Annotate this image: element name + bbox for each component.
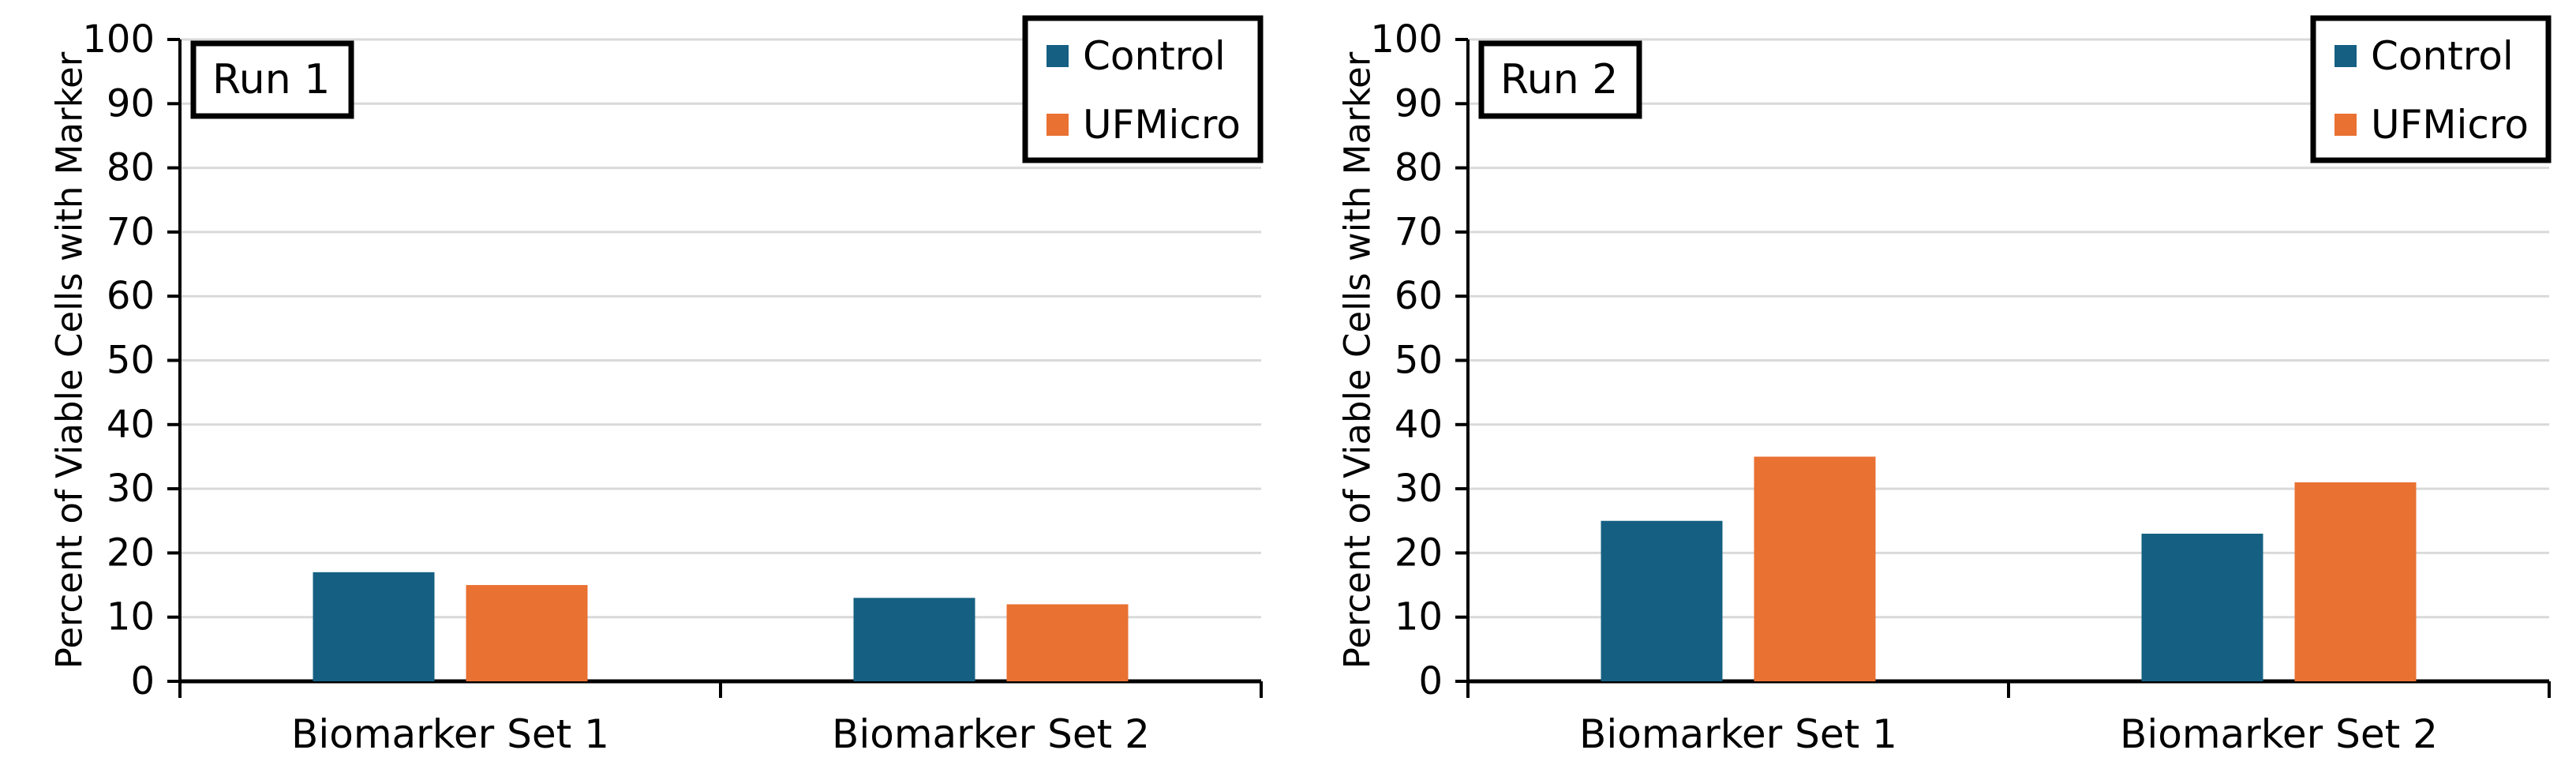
y-tick-label-80: 80	[107, 146, 155, 190]
panel-label: Run 2	[1500, 56, 1618, 103]
legend-swatch-ufmicro	[2334, 114, 2357, 136]
bar-control-biomarker-set-1	[1601, 520, 1723, 681]
y-tick-label-0: 0	[1418, 659, 1443, 703]
legend-swatch-ufmicro	[1046, 114, 1069, 136]
category-label-biomarker-set-1: Biomarker Set 1	[291, 711, 609, 757]
y-axis-title: Percent of Viable Cells with Marker	[1337, 51, 1379, 669]
y-tick-label-60: 60	[1395, 274, 1443, 318]
y-tick-label-90: 90	[107, 81, 155, 126]
category-label-biomarker-set-2: Biomarker Set 2	[832, 711, 1150, 757]
legend-label-control: Control	[1083, 33, 1226, 79]
bar-ufmicro-biomarker-set-1	[466, 585, 588, 681]
y-tick-label-0: 0	[130, 659, 155, 703]
legend-label-control: Control	[2371, 33, 2514, 79]
legend-box	[2310, 15, 2552, 163]
y-tick-label-50: 50	[107, 339, 155, 383]
y-tick-label-60: 60	[107, 274, 155, 318]
y-tick-label-70: 70	[1395, 210, 1443, 254]
category-label-biomarker-set-1: Biomarker Set 1	[1579, 711, 1897, 757]
y-tick-label-50: 50	[1395, 339, 1443, 383]
y-tick-label-10: 10	[1395, 595, 1443, 639]
category-label-biomarker-set-2: Biomarker Set 2	[2120, 711, 2438, 757]
panel-label-box	[190, 40, 354, 119]
y-tick-label-20: 20	[1395, 531, 1443, 575]
y-tick-label-20: 20	[107, 531, 155, 575]
y-tick-label-40: 40	[1395, 403, 1443, 447]
y-tick-label-10: 10	[107, 595, 155, 639]
bar-ufmicro-biomarker-set-1	[1754, 456, 1876, 681]
bar-ufmicro-biomarker-set-2	[2294, 482, 2417, 681]
bar-control-biomarker-set-2	[2141, 534, 2263, 681]
y-tick-label-90: 90	[1395, 81, 1443, 126]
bar-control-biomarker-set-1	[313, 572, 435, 681]
legend-swatch-control	[1046, 45, 1069, 67]
y-tick-label-40: 40	[107, 403, 155, 447]
y-tick-label-30: 30	[1395, 467, 1443, 511]
y-axis-title: Percent of Viable Cells with Marker	[49, 51, 91, 669]
panel-label: Run 1	[212, 56, 330, 103]
bar-control-biomarker-set-2	[853, 598, 975, 681]
y-tick-label-80: 80	[1395, 146, 1443, 190]
y-tick-label-30: 30	[107, 467, 155, 511]
legend-swatch-control	[2334, 45, 2357, 67]
legend-label-ufmicro: UFMicro	[1083, 102, 1241, 148]
y-tick-label-70: 70	[107, 210, 155, 254]
panel-label-box	[1478, 40, 1642, 119]
y-tick-label-100: 100	[1370, 17, 1443, 62]
bar-chart-svg: 0 10 20 30 40 50 60 70 80 90 100 Biomarker Set 1 Bio…	[1337, 15, 2552, 757]
y-tick-label-100: 100	[82, 17, 155, 62]
legend-box	[1022, 15, 1264, 163]
chart-panel-run-2: 0 10 20 30 40 50 60 70 80 90 100 Biomarker Set 1 Bio…	[1288, 0, 2576, 780]
bar-chart-svg: 0 10 20 30 40 50 60 70 80 90 100 Biomarker Set 1 Bio…	[49, 15, 1264, 757]
chart-panel-run-1: 0 10 20 30 40 50 60 70 80 90 100 Biomarker Set 1 Bio…	[49, 15, 1264, 757]
legend-label-ufmicro: UFMicro	[2371, 102, 2529, 148]
bar-ufmicro-biomarker-set-2	[1006, 604, 1129, 681]
